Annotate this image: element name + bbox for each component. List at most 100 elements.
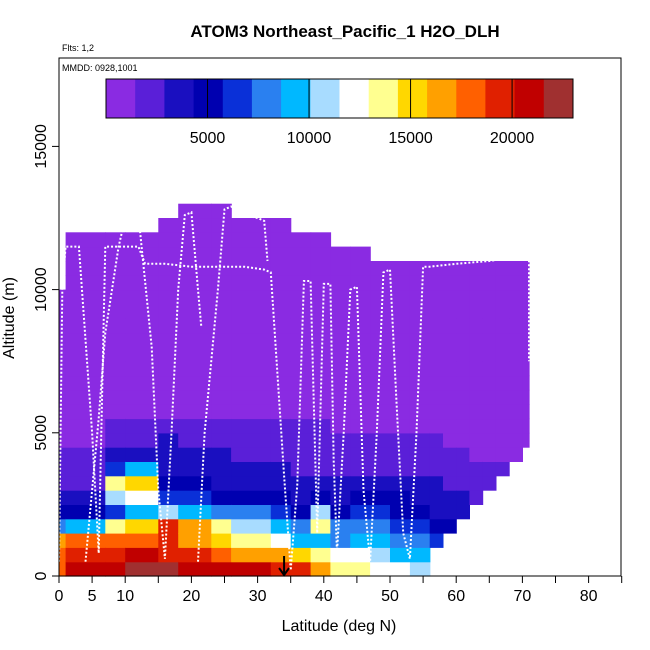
heatmap-cell [482,261,497,276]
marker-arrowhead [278,567,290,577]
heatmap-cell [290,275,312,291]
heatmap-cell [495,461,510,477]
x-tick-label: 30 [249,588,267,605]
heatmap-cell [211,375,232,391]
heatmap-cell [409,418,431,434]
heatmap-cell [509,346,523,362]
heatmap-cell [310,303,332,319]
heatmap-cell [310,547,332,563]
heatmap-cell [290,504,312,520]
heatmap-cell [350,561,371,577]
heatmap-cell [310,261,332,276]
heatmap-cell [290,432,312,448]
heatmap-cell [370,318,391,334]
heatmap-cell [310,289,332,305]
heatmap-cell [482,332,497,348]
colorbar-swatch [397,79,428,118]
heatmap-cell [370,289,391,305]
flight-tracks [58,205,530,571]
heatmap-cell [65,547,106,563]
heatmap-cell [495,289,510,305]
heatmap-cell [350,518,371,534]
heatmap-cell [495,318,510,334]
heatmap-cell [390,261,411,276]
heatmap-cell [65,289,106,305]
heatmap-cell [178,303,212,319]
heatmap-cell [482,318,497,334]
heatmap-cell [429,518,444,534]
heatmap-cell [350,346,371,362]
heatmap-cell [158,547,179,563]
heatmap-cell [330,432,351,448]
heatmap-cell [290,447,312,462]
heatmap-cell [330,504,351,520]
heatmap-cell [310,504,332,520]
heatmap-cell [330,475,351,491]
heatmap-cell [65,461,106,477]
heatmap-cell [65,232,106,248]
heatmap-cell [105,561,126,577]
heatmap-cell [482,418,497,434]
heatmap-cell [429,261,444,276]
heatmap-cell [231,318,272,334]
chart-title: ATOM3 Northeast_Pacific_1 H2O_DLH [190,22,499,41]
heatmap-cell [409,346,431,362]
heatmap-cell [211,289,232,305]
heatmap-cell [370,561,391,577]
heatmap-cell [211,361,232,377]
heatmap-cell [158,318,179,334]
colorbar-swatch [193,79,224,118]
heatmap-cell [350,303,371,319]
heatmap-cell [509,261,523,276]
heatmap-cell [211,232,232,248]
heatmap-cell [509,332,523,348]
heatmap-cells [59,203,530,577]
heatmap-cell [443,461,457,477]
heatmap-cell [105,547,126,563]
colorbar-swatch [281,79,311,118]
x-tick-label: 50 [381,588,399,605]
heatmap-cell [390,447,411,462]
colorbar-tick-label: 10000 [287,130,332,147]
heatmap-cell [330,547,351,563]
heatmap-cell [482,447,497,462]
heatmap-cell [178,447,212,462]
heatmap-cell [330,332,351,348]
heatmap-cell [270,475,292,491]
heatmap-cell [370,303,391,319]
heatmap-cell [522,332,530,348]
heatmap-cell [370,518,391,534]
colorbar-swatch [339,79,370,118]
heatmap-cell [290,518,312,534]
heatmap-cell [370,375,391,391]
heatmap-cell [350,504,371,520]
heatmap-cell [125,547,159,563]
heatmap-cell [456,275,470,291]
heatmap-cell [231,533,272,548]
heatmap-cell [290,346,312,362]
heatmap-cell [231,389,272,405]
heatmap-cell [390,404,411,420]
y-tick-label: 15000 [33,124,50,169]
heatmap-cell [310,533,332,548]
heatmap-cell [125,246,159,262]
heatmap-cell [231,504,272,520]
heatmap-cell [125,332,159,348]
heatmap-cell [370,490,391,505]
heatmap-cell [409,533,431,548]
heatmap-cell [390,432,411,448]
heatmap-cell [409,375,431,391]
heatmap-cell [409,318,431,334]
y-tick-label: 10000 [33,267,50,312]
heatmap-cell [310,461,332,477]
heatmap-cell [469,418,484,434]
heatmap-cell [178,504,212,520]
heatmap-cell [59,547,67,563]
heatmap-cell [178,518,212,534]
heatmap-cell [443,490,457,505]
x-tick-label: 60 [447,588,465,605]
heatmap-cell [409,303,431,319]
heatmap-cell [59,389,67,405]
heatmap-cell [158,232,179,248]
heatmap-cell [270,518,292,534]
